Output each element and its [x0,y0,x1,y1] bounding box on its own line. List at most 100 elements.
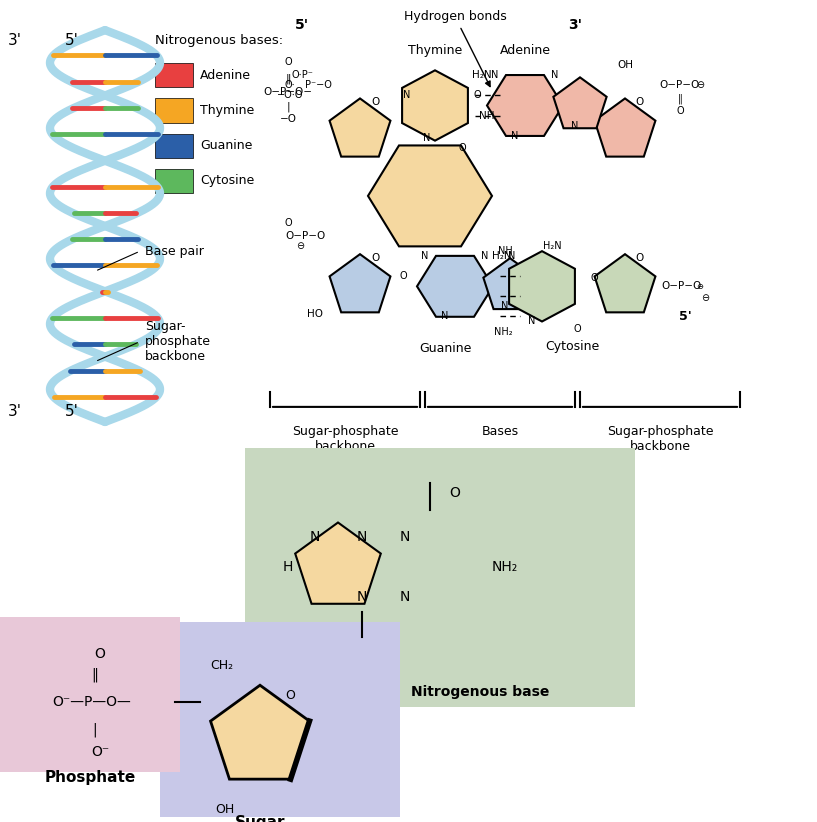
Text: OH: OH [216,802,234,815]
Text: N: N [511,131,519,141]
Text: N: N [571,121,578,131]
Text: HO: HO [307,309,323,320]
Text: N: N [502,302,509,312]
Text: −O⋅O: −O⋅O [277,90,303,100]
Text: ⊖: ⊖ [701,293,709,303]
Text: O: O [590,273,598,284]
Text: Adenine: Adenine [499,44,551,57]
Text: 5': 5' [65,33,79,48]
Text: O−P−O: O−P−O [660,81,700,90]
Text: N: N [508,252,516,261]
Polygon shape [402,71,468,141]
Text: N: N [357,530,367,544]
Text: 5': 5' [65,404,79,419]
Polygon shape [211,686,310,779]
Text: O: O [574,324,581,334]
Text: O: O [285,689,295,702]
Polygon shape [553,77,607,128]
Text: Nitrogenous bases:: Nitrogenous bases: [155,34,283,47]
FancyBboxPatch shape [245,448,635,707]
Text: Base pair: Base pair [145,245,204,257]
FancyBboxPatch shape [160,622,400,817]
Polygon shape [329,254,391,312]
Text: −O: −O [279,113,297,123]
Text: N: N [423,132,431,143]
Text: NH: NH [480,110,495,121]
Text: ⊖: ⊖ [697,282,703,291]
Text: 5': 5' [679,310,691,323]
Text: N: N [400,530,410,544]
Text: NH₂: NH₂ [493,326,512,336]
Text: N: N [481,252,489,261]
Text: ‖: ‖ [677,93,682,104]
Text: ‖: ‖ [285,73,291,84]
Text: N: N [551,71,559,81]
FancyBboxPatch shape [0,617,180,772]
FancyBboxPatch shape [155,63,193,87]
Text: 3': 3' [8,404,22,419]
Text: O⁻—P—O—: O⁻—P—O— [52,695,131,709]
Text: O: O [449,486,461,500]
Text: H₂N: H₂N [542,241,561,252]
Text: O−P−O: O−P−O [285,231,325,241]
Polygon shape [484,258,537,309]
Text: N: N [400,590,410,604]
Polygon shape [368,145,492,247]
Text: O: O [371,98,379,108]
Polygon shape [417,256,493,316]
Text: O: O [636,253,644,263]
Text: NH₂: NH₂ [492,561,518,575]
Text: Nitrogenous base: Nitrogenous base [411,686,549,700]
FancyBboxPatch shape [155,134,193,158]
Text: Cytosine: Cytosine [545,340,599,353]
Text: OH: OH [617,60,633,71]
Text: O−P−O−: O−P−O− [264,87,312,98]
Text: Guanine: Guanine [200,139,252,152]
Polygon shape [595,99,655,157]
Text: Thymine: Thymine [408,44,462,57]
Text: O: O [371,253,379,263]
Text: 3': 3' [8,33,22,48]
Polygon shape [487,75,563,136]
Text: Guanine: Guanine [419,342,471,355]
Polygon shape [509,252,575,321]
Text: O: O [284,58,292,67]
Text: O: O [284,218,292,228]
Text: O: O [473,90,481,100]
Text: Bases: Bases [481,425,519,438]
Text: ⊖: ⊖ [696,81,704,90]
Text: O⋅P⁻: O⋅P⁻ [291,71,313,81]
Text: NH: NH [498,246,512,256]
Text: N: N [404,90,411,100]
Text: O: O [676,105,684,116]
FancyBboxPatch shape [155,169,193,193]
Text: N: N [310,530,320,544]
Polygon shape [595,254,655,312]
Text: O⋅: O⋅ [284,81,295,90]
Text: Thymine: Thymine [200,104,254,117]
Text: Sugar: Sugar [234,815,285,822]
Text: N: N [422,252,429,261]
Text: Cytosine: Cytosine [200,174,254,187]
Text: 3': 3' [568,18,582,32]
Polygon shape [329,99,391,157]
Text: O: O [95,647,105,661]
Text: |: | [286,101,290,112]
Text: O: O [400,271,407,281]
Text: Hydrogen bonds: Hydrogen bonds [404,10,507,86]
Text: |: | [92,723,97,737]
Text: Adenine: Adenine [200,69,251,82]
Polygon shape [295,523,381,604]
Text: H: H [283,561,293,575]
Text: N: N [491,71,498,81]
Text: CH₂: CH₂ [211,658,234,672]
Text: N: N [441,312,449,321]
Text: 5': 5' [295,18,309,32]
Text: O−P−O: O−P−O [662,281,702,291]
Text: ⊖: ⊖ [296,241,304,252]
Text: P⁻−O: P⁻−O [305,81,332,90]
Text: O: O [636,98,644,108]
Text: Phosphate: Phosphate [44,769,136,784]
Text: N: N [357,590,367,604]
Text: Sugar-phosphate
backbone: Sugar-phosphate backbone [292,425,398,453]
